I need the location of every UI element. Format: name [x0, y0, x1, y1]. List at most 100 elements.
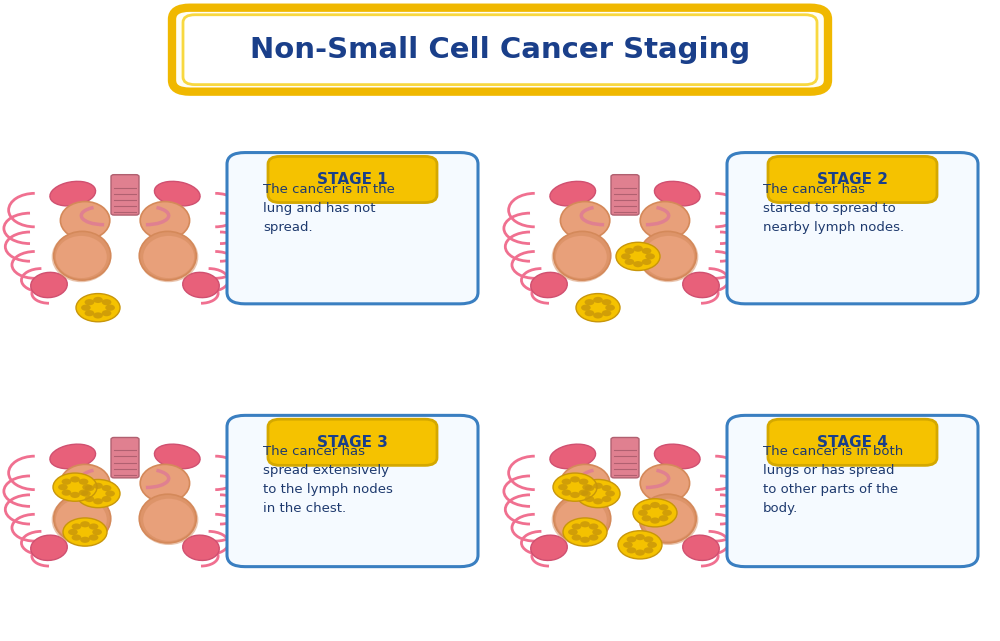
Circle shape	[616, 242, 660, 271]
Ellipse shape	[550, 181, 596, 206]
Circle shape	[592, 529, 602, 535]
Circle shape	[581, 304, 591, 311]
Ellipse shape	[54, 231, 111, 280]
FancyBboxPatch shape	[172, 8, 828, 92]
Ellipse shape	[554, 231, 611, 280]
Circle shape	[589, 535, 598, 540]
Circle shape	[85, 485, 94, 491]
Circle shape	[621, 253, 631, 260]
Circle shape	[585, 485, 594, 491]
Ellipse shape	[54, 494, 111, 543]
Circle shape	[642, 248, 651, 254]
Ellipse shape	[640, 464, 690, 502]
Circle shape	[563, 518, 607, 546]
Circle shape	[602, 310, 611, 316]
FancyBboxPatch shape	[111, 437, 139, 478]
Circle shape	[642, 504, 651, 510]
Circle shape	[645, 253, 655, 260]
FancyBboxPatch shape	[111, 174, 139, 215]
Circle shape	[627, 537, 636, 542]
Circle shape	[659, 504, 668, 510]
Circle shape	[633, 499, 677, 527]
FancyBboxPatch shape	[227, 415, 478, 567]
Ellipse shape	[640, 201, 690, 239]
Circle shape	[644, 547, 653, 553]
Ellipse shape	[531, 272, 567, 297]
Circle shape	[553, 473, 597, 501]
Circle shape	[72, 535, 81, 540]
Circle shape	[593, 297, 603, 303]
Ellipse shape	[560, 201, 610, 239]
Ellipse shape	[60, 201, 110, 239]
Circle shape	[602, 485, 611, 491]
Circle shape	[581, 490, 591, 497]
Circle shape	[605, 304, 615, 311]
Circle shape	[93, 483, 103, 489]
Circle shape	[593, 312, 603, 319]
Circle shape	[659, 515, 668, 521]
Circle shape	[585, 496, 594, 502]
Ellipse shape	[639, 231, 696, 280]
Circle shape	[102, 310, 111, 316]
Text: STAGE 2: STAGE 2	[817, 172, 888, 187]
Ellipse shape	[50, 181, 96, 206]
Circle shape	[92, 529, 102, 535]
Text: The cancer has
spread extensively
to the lymph nodes
in the chest.: The cancer has spread extensively to the…	[263, 445, 393, 515]
Ellipse shape	[31, 272, 67, 297]
Circle shape	[570, 492, 580, 498]
Circle shape	[576, 294, 620, 322]
FancyBboxPatch shape	[268, 419, 437, 465]
Circle shape	[68, 529, 78, 535]
Ellipse shape	[154, 181, 200, 206]
FancyBboxPatch shape	[768, 156, 937, 203]
Circle shape	[70, 476, 80, 483]
Circle shape	[589, 524, 598, 529]
Circle shape	[63, 518, 107, 546]
Circle shape	[662, 510, 672, 516]
Circle shape	[82, 484, 92, 490]
Circle shape	[602, 496, 611, 502]
Circle shape	[593, 498, 603, 504]
Circle shape	[635, 549, 645, 556]
Text: Non-Small Cell Cancer Staging: Non-Small Cell Cancer Staging	[250, 36, 750, 64]
Circle shape	[579, 490, 588, 495]
FancyBboxPatch shape	[727, 153, 978, 304]
Circle shape	[70, 492, 80, 498]
Circle shape	[79, 479, 88, 485]
Circle shape	[585, 310, 594, 316]
Ellipse shape	[683, 272, 719, 297]
Circle shape	[572, 535, 581, 540]
Ellipse shape	[550, 444, 596, 469]
Text: STAGE 1: STAGE 1	[317, 172, 388, 187]
Circle shape	[642, 259, 651, 265]
Ellipse shape	[560, 464, 610, 502]
Circle shape	[572, 524, 581, 529]
Circle shape	[81, 304, 91, 311]
Circle shape	[102, 485, 111, 491]
Circle shape	[89, 524, 98, 529]
Circle shape	[93, 297, 103, 303]
Ellipse shape	[654, 444, 700, 469]
FancyBboxPatch shape	[227, 153, 478, 304]
Circle shape	[618, 531, 662, 559]
Text: STAGE 3: STAGE 3	[317, 435, 388, 450]
Circle shape	[638, 510, 648, 516]
Ellipse shape	[183, 272, 219, 297]
Circle shape	[623, 542, 633, 548]
Circle shape	[93, 312, 103, 319]
Ellipse shape	[60, 464, 110, 502]
Ellipse shape	[50, 444, 96, 469]
Circle shape	[80, 521, 90, 528]
Ellipse shape	[183, 535, 219, 560]
Ellipse shape	[654, 181, 700, 206]
Circle shape	[582, 484, 592, 490]
Circle shape	[558, 484, 568, 490]
Circle shape	[102, 496, 111, 502]
Circle shape	[635, 534, 645, 540]
Circle shape	[72, 524, 81, 529]
FancyBboxPatch shape	[183, 15, 817, 85]
Circle shape	[89, 535, 98, 540]
Circle shape	[580, 537, 590, 543]
Circle shape	[93, 498, 103, 504]
Circle shape	[79, 490, 88, 495]
